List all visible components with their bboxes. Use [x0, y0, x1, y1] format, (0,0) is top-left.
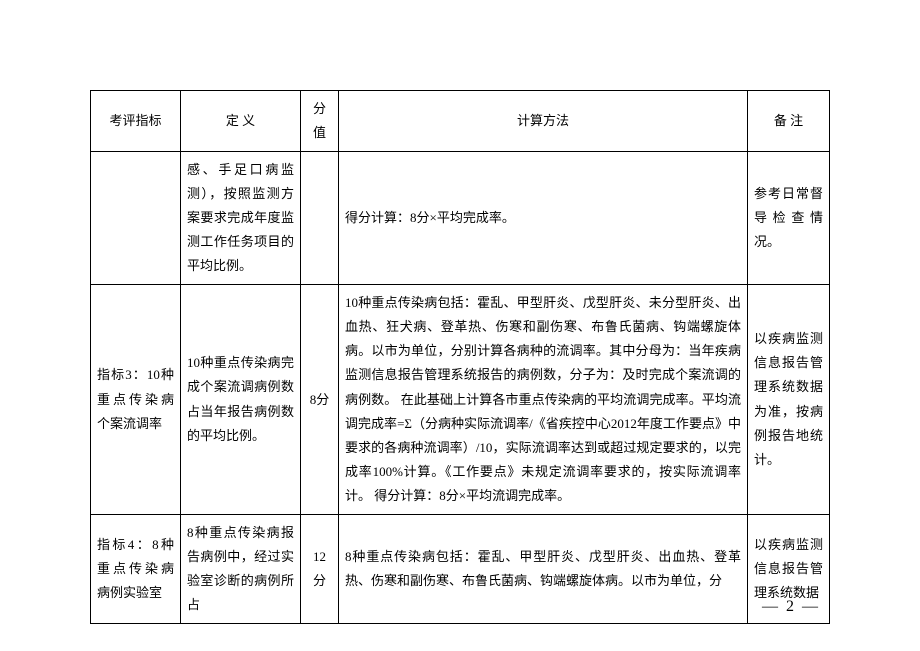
cell-score: 8分: [301, 285, 339, 514]
cell-method: 10种重点传染病包括：霍乱、甲型肝炎、戊型肝炎、未分型肝炎、出血热、狂犬病、登革…: [339, 285, 748, 514]
page-container: 考评指标 定 义 分值 计算方法 备 注 感、手足口病监测），按照监测方案要求完…: [0, 0, 920, 651]
table-header-row: 考评指标 定 义 分值 计算方法 备 注: [91, 91, 830, 152]
evaluation-table: 考评指标 定 义 分值 计算方法 备 注 感、手足口病监测），按照监测方案要求完…: [90, 90, 830, 624]
table-row: 感、手足口病监测），按照监测方案要求完成年度监测工作任务项目的平均比例。 得分计…: [91, 152, 830, 285]
header-indicator: 考评指标: [91, 91, 181, 152]
cell-indicator: [91, 152, 181, 285]
cell-indicator: 指标3：10种重点传染病个案流调率: [91, 285, 181, 514]
cell-definition: 8种重点传染病报告病例中，经过实验室诊断的病例所占: [181, 514, 301, 623]
cell-score: 12分: [301, 514, 339, 623]
cell-indicator: 指标4：8种重点传染病病例实验室: [91, 514, 181, 623]
table-row: 指标3：10种重点传染病个案流调率 10种重点传染病完成个案流调病例数占当年报告…: [91, 285, 830, 514]
cell-method: 得分计算：8分×平均完成率。: [339, 152, 748, 285]
cell-definition: 感、手足口病监测），按照监测方案要求完成年度监测工作任务项目的平均比例。: [181, 152, 301, 285]
cell-note: 参考日常督导检查情况。: [748, 152, 830, 285]
cell-method: 8种重点传染病包括：霍乱、甲型肝炎、戊型肝炎、出血热、登革热、伤寒和副伤寒、布鲁…: [339, 514, 748, 623]
table-row: 指标4：8种重点传染病病例实验室 8种重点传染病报告病例中，经过实验室诊断的病例…: [91, 514, 830, 623]
cell-definition: 10种重点传染病完成个案流调病例数占当年报告病例数的平均比例。: [181, 285, 301, 514]
cell-note: 以疾病监测信息报告管理系统数据为准，按病例报告地统计。: [748, 285, 830, 514]
header-note: 备 注: [748, 91, 830, 152]
page-number: — 2 —: [762, 598, 820, 616]
header-definition: 定 义: [181, 91, 301, 152]
header-score: 分值: [301, 91, 339, 152]
header-method: 计算方法: [339, 91, 748, 152]
cell-score: [301, 152, 339, 285]
